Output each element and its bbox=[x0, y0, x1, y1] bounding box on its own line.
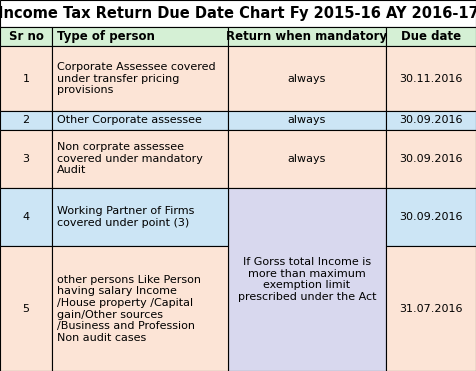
Text: always: always bbox=[288, 73, 326, 83]
Bar bbox=[52, 130, 228, 188]
Bar bbox=[386, 46, 476, 111]
Text: Corporate Assessee covered
under transfer pricing
provisions: Corporate Assessee covered under transfe… bbox=[58, 62, 216, 95]
Text: Due date: Due date bbox=[401, 30, 461, 43]
Text: 30.11.2016: 30.11.2016 bbox=[399, 73, 463, 83]
Bar bbox=[0, 0, 476, 27]
Text: always: always bbox=[288, 115, 326, 125]
Bar bbox=[52, 111, 228, 130]
Bar bbox=[52, 27, 228, 46]
Bar bbox=[228, 46, 386, 111]
Text: other persons Like Person
having salary Income
/House property /Capital
gain/Oth: other persons Like Person having salary … bbox=[58, 275, 201, 343]
Text: Return when mandatory: Return when mandatory bbox=[227, 30, 387, 43]
Bar bbox=[228, 130, 386, 188]
Bar bbox=[386, 188, 476, 246]
Bar bbox=[386, 111, 476, 130]
Bar bbox=[0, 246, 52, 371]
Text: If Gorss total Income is
more than maximum
exemption limit
prescribed under the : If Gorss total Income is more than maxim… bbox=[238, 257, 376, 302]
Text: Working Partner of Firms
covered under point (3): Working Partner of Firms covered under p… bbox=[58, 207, 195, 228]
Text: Type of person: Type of person bbox=[58, 30, 155, 43]
Bar bbox=[0, 188, 52, 246]
Text: always: always bbox=[288, 154, 326, 164]
Bar bbox=[228, 111, 386, 130]
Text: 4: 4 bbox=[23, 212, 30, 222]
Text: Other Corporate assessee: Other Corporate assessee bbox=[58, 115, 202, 125]
Bar bbox=[0, 130, 52, 188]
Text: 5: 5 bbox=[23, 304, 30, 314]
Bar bbox=[0, 27, 52, 46]
Bar bbox=[228, 188, 386, 371]
Text: 30.09.2016: 30.09.2016 bbox=[399, 115, 463, 125]
Text: Non corprate assessee
covered under mandatory
Audit: Non corprate assessee covered under mand… bbox=[58, 142, 203, 175]
Text: Income Tax Return Due Date Chart Fy 2015-16 AY 2016-17: Income Tax Return Due Date Chart Fy 2015… bbox=[0, 6, 476, 21]
Text: 1: 1 bbox=[23, 73, 30, 83]
Bar bbox=[386, 130, 476, 188]
Bar bbox=[52, 246, 228, 371]
Text: 2: 2 bbox=[23, 115, 30, 125]
Text: 30.09.2016: 30.09.2016 bbox=[399, 154, 463, 164]
Bar bbox=[52, 188, 228, 246]
Bar bbox=[0, 46, 52, 111]
Bar bbox=[52, 46, 228, 111]
Bar bbox=[228, 27, 386, 46]
Text: 30.09.2016: 30.09.2016 bbox=[399, 212, 463, 222]
Bar bbox=[386, 246, 476, 371]
Text: 31.07.2016: 31.07.2016 bbox=[399, 304, 463, 314]
Text: Sr no: Sr no bbox=[9, 30, 44, 43]
Bar bbox=[386, 27, 476, 46]
Bar bbox=[0, 111, 52, 130]
Text: 3: 3 bbox=[23, 154, 30, 164]
